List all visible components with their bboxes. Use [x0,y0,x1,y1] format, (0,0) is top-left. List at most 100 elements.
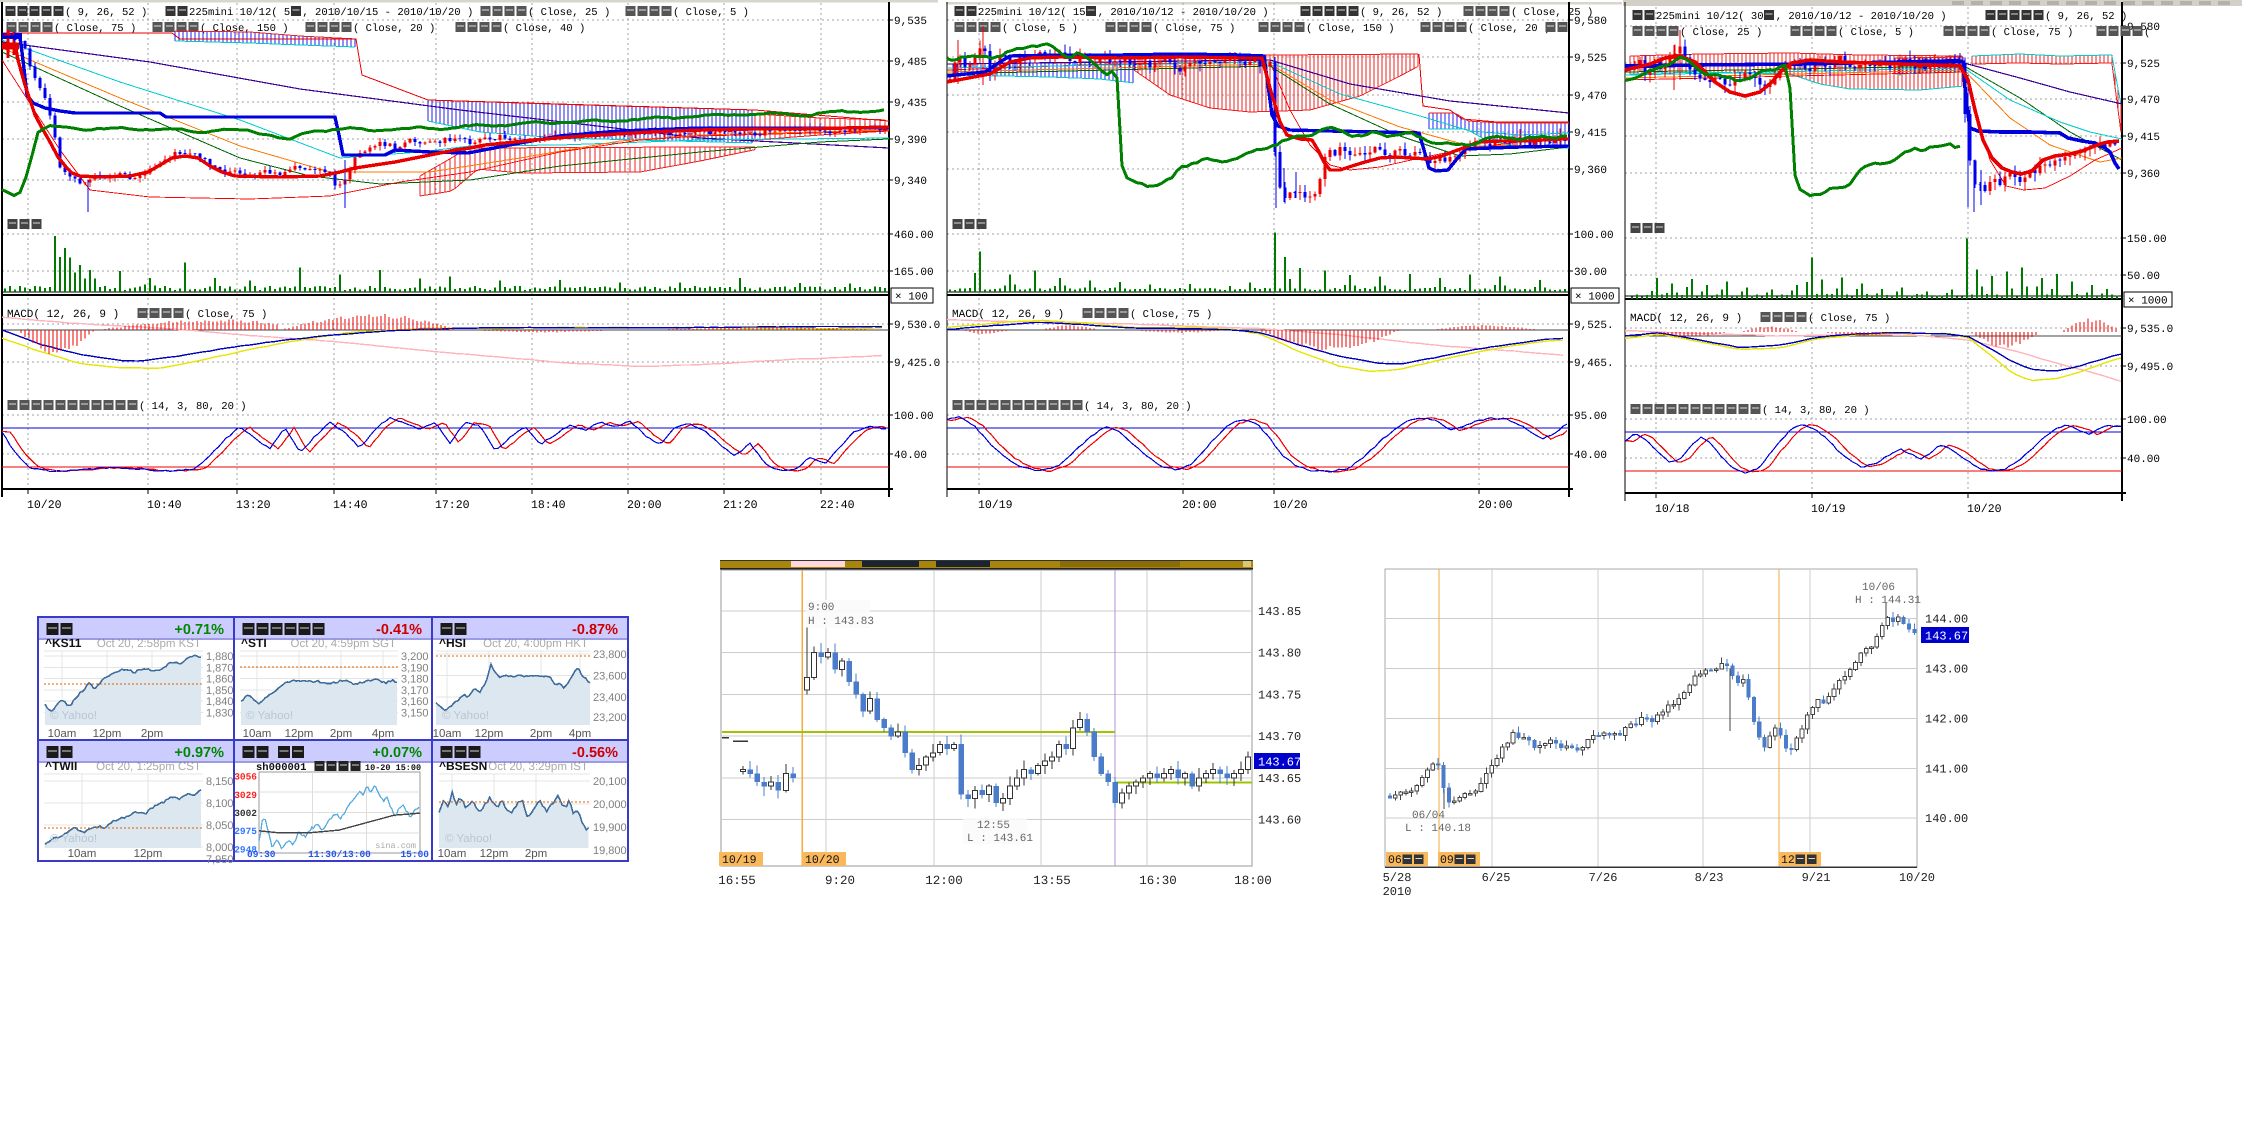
svg-text:460.00: 460.00 [894,230,934,242]
svg-text:10/19: 10/19 [978,499,1013,512]
svg-text:9,415: 9,415 [2127,132,2160,144]
svg-text:20,000: 20,000 [593,799,627,811]
svg-text:Oct 20, 3:29pm IST: Oct 20, 3:29pm IST [488,761,588,773]
svg-text:-0.87%: -0.87% [572,622,618,638]
svg-text:10am: 10am [243,728,272,740]
svg-text:( 9, 26, 52 ): ( 9, 26, 52 ) [1360,7,1442,19]
svg-text:10/20: 10/20 [1273,499,1308,512]
svg-text:( 14, 3, 80, 20 ): ( 14, 3, 80, 20 ) [1084,401,1192,413]
svg-text:23,200: 23,200 [593,712,627,724]
svg-text:143.85: 143.85 [1258,605,1301,619]
svg-text:15:00: 15:00 [400,849,429,860]
svg-text:9,580: 9,580 [1574,16,1607,28]
svg-text:9,340: 9,340 [894,176,927,188]
svg-text:12:00: 12:00 [925,874,963,888]
svg-text:9,470: 9,470 [2127,95,2160,107]
svg-text:3029: 3029 [234,790,257,801]
svg-text:© Yahoo!: © Yahoo! [50,833,97,845]
svg-text:22:40: 22:40 [820,499,855,512]
svg-text:4pm: 4pm [569,728,591,740]
svg-text:12pm: 12pm [475,728,504,740]
svg-text:( Close, 75 ): ( Close, 75 ) [185,309,267,321]
svg-text:10-20 15:00: 10-20 15:00 [365,763,421,773]
svg-text:, 2010/10/15 - 2010/10/20 ): , 2010/10/15 - 2010/10/20 ) [302,7,473,19]
svg-text:12pm: 12pm [93,728,122,740]
svg-text:( 14, 3, 80, 20 ): ( 14, 3, 80, 20 ) [139,401,247,413]
svg-text:+0.97%: +0.97% [174,745,224,761]
svg-text:^STI: ^STI [241,636,267,650]
svg-text:8/23: 8/23 [1695,871,1724,885]
svg-text:10/19: 10/19 [722,854,757,867]
svg-text:165.00: 165.00 [894,267,934,279]
svg-text:MACD( 12, 26, 9 ): MACD( 12, 26, 9 ) [952,309,1064,321]
svg-text:© Yahoo!: © Yahoo! [445,833,492,845]
svg-text:100.00: 100.00 [2127,415,2167,427]
svg-text:H : 143.83: H : 143.83 [808,616,874,628]
svg-text:14:40: 14:40 [333,499,368,512]
svg-text:9,415: 9,415 [1574,128,1607,140]
svg-text:10am: 10am [438,848,467,860]
svg-text:11:30/13:00: 11:30/13:00 [308,849,371,860]
svg-text:, 2010/10/12 - 2010/10/20 ): , 2010/10/12 - 2010/10/20 ) [1098,7,1269,19]
svg-text:9,525: 9,525 [1574,53,1607,65]
svg-text:( Close, 75 ): ( Close, 75 ) [1808,313,1890,325]
svg-text:( Close, 25 ): ( Close, 25 ) [528,7,610,19]
svg-text:225mini 10/12( 30: 225mini 10/12( 30 [1656,11,1764,23]
svg-text:30.00: 30.00 [1574,267,1607,279]
svg-text:( 14, 3, 80, 20 ): ( 14, 3, 80, 20 ) [1762,405,1870,417]
svg-text:143.75: 143.75 [1258,688,1301,702]
svg-text:50.00: 50.00 [2127,271,2160,283]
svg-text:18:40: 18:40 [531,499,566,512]
svg-text:9,360: 9,360 [1574,165,1607,177]
svg-text:23,600: 23,600 [593,671,627,683]
svg-text:8,000: 8,000 [206,842,234,854]
svg-text:1,850: 1,850 [206,685,234,697]
svg-text:143.67: 143.67 [1925,630,1968,644]
svg-text:143.00: 143.00 [1925,663,1968,677]
svg-text:( Close, 5 ): ( Close, 5 ) [1838,27,1914,39]
svg-text:10:40: 10:40 [147,499,182,512]
svg-text:09:30: 09:30 [247,849,276,860]
svg-text:( Close, 25 ): ( Close, 25 ) [1680,27,1762,39]
svg-text:10/20: 10/20 [805,854,840,867]
svg-text:9,535.0: 9,535.0 [2127,324,2173,336]
svg-text:2pm: 2pm [141,728,163,740]
svg-text:8,100: 8,100 [206,798,234,810]
svg-text:× 1000: × 1000 [2128,296,2168,308]
svg-text:16:55: 16:55 [718,874,756,888]
svg-text:19,800: 19,800 [593,845,627,857]
svg-text:7,950: 7,950 [206,854,234,866]
svg-text:143.65: 143.65 [1258,772,1301,786]
svg-text:( Close, 75 ): ( Close, 75 ) [1153,23,1235,35]
svg-text:9,425.0: 9,425.0 [894,358,940,370]
svg-text:1,830: 1,830 [206,708,234,720]
svg-text:(: ( [2144,27,2150,39]
svg-text:144.00: 144.00 [1925,613,1968,627]
svg-text:2pm: 2pm [530,728,552,740]
svg-text:18:00: 18:00 [1234,874,1272,888]
svg-text:40.00: 40.00 [894,450,927,462]
svg-text:3056: 3056 [234,772,257,783]
svg-text:( Close, 150 ): ( Close, 150 ) [1306,23,1395,35]
svg-text:9,465.: 9,465. [1574,358,1614,370]
svg-text:12: 12 [1781,854,1795,867]
svg-text:1,880: 1,880 [206,651,234,663]
svg-text:1,870: 1,870 [206,662,234,674]
svg-text:MACD( 12, 26, 9 ): MACD( 12, 26, 9 ) [7,309,119,321]
svg-text:^KS11: ^KS11 [45,636,82,650]
svg-text:12pm: 12pm [285,728,314,740]
svg-text:10/06: 10/06 [1862,582,1895,594]
svg-text:06: 06 [1388,854,1402,867]
svg-text:5/28: 5/28 [1383,871,1412,885]
svg-text:140.00: 140.00 [1925,812,1968,826]
svg-text:× 1000: × 1000 [1575,292,1615,304]
svg-text:12:55: 12:55 [977,820,1010,832]
svg-text:20:00: 20:00 [1182,499,1217,512]
svg-text:9,390: 9,390 [894,135,927,147]
svg-text:3,150: 3,150 [401,708,429,720]
svg-text:+0.07%: +0.07% [372,745,422,761]
svg-text:sina.com: sina.com [375,841,416,851]
svg-text:3,170: 3,170 [401,685,429,697]
svg-text:4pm: 4pm [372,728,394,740]
svg-text:10am: 10am [48,728,77,740]
